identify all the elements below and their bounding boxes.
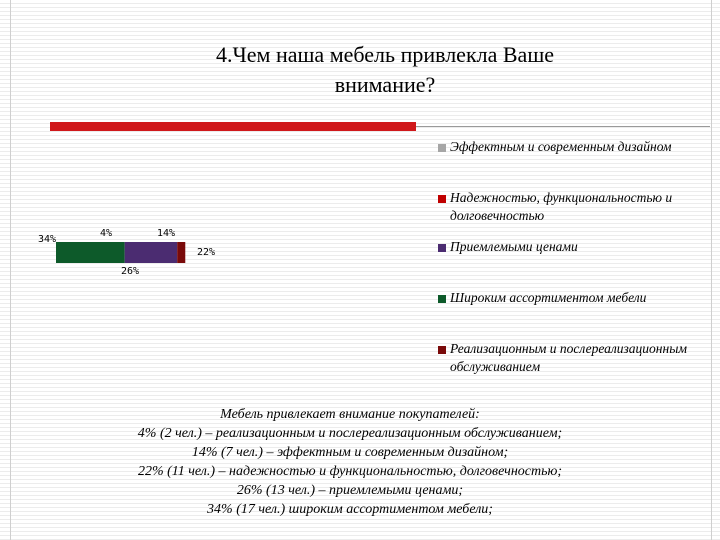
legend-label-assortment: Широким ассортиментом мебели — [450, 290, 647, 305]
slide-title-line-2: внимание? — [334, 72, 436, 97]
data-label-5: 4% — [100, 228, 112, 239]
summary-line-5: 26% (13 чел.) – приемлемыми ценами; — [236, 483, 464, 498]
legend-label-design: Эффектным и современным дизайном — [450, 139, 672, 154]
summary-line-6: 34% (17 чел.) широким ассортиментом мебе… — [207, 502, 493, 517]
legend-swatch-service — [438, 346, 446, 354]
legend-label-reliability: Надежностью, функциональностью и долгове… — [450, 190, 673, 223]
bar-segment-3 — [124, 242, 178, 263]
data-label-1: 14% — [157, 228, 175, 239]
data-label-4: 34% — [38, 234, 56, 245]
slide-title: 4.Чем наша мебель привлекла Ваше внимани… — [150, 40, 620, 100]
summary-line-4: 22% (11 чел.) – надежностью и функционал… — [137, 464, 563, 479]
data-label-2: 22% — [197, 247, 215, 258]
title-divider-line — [416, 126, 710, 127]
data-label-3: 26% — [121, 266, 139, 277]
title-accent-bar — [50, 122, 416, 131]
summary-line-1: Мебель привлекает внимание покупателей: — [220, 407, 480, 422]
bar-segment-4 — [56, 242, 125, 263]
legend-label-service: Реализационным и послереализационным обс… — [450, 341, 687, 374]
legend-swatch-reliability — [438, 195, 446, 203]
slide-title-line-1: 4.Чем наша мебель привлекла Ваше — [215, 42, 555, 67]
slide-frame-left — [0, 0, 11, 540]
summary-line-2: 4% (2 чел.) – реализационным и послереал… — [137, 426, 563, 441]
legend-swatch-design — [438, 144, 446, 152]
legend-swatch-prices — [438, 244, 446, 252]
bar-segment-5 — [177, 242, 186, 263]
legend-label-prices: Приемлемыми ценами — [450, 239, 578, 254]
summary-line-3: 14% (7 чел.) – эффектным и современным д… — [191, 445, 509, 460]
slide-frame-right — [711, 0, 720, 540]
legend-swatch-assortment — [438, 295, 446, 303]
summary-text: Мебель привлекает внимание покупателей: … — [40, 405, 660, 519]
